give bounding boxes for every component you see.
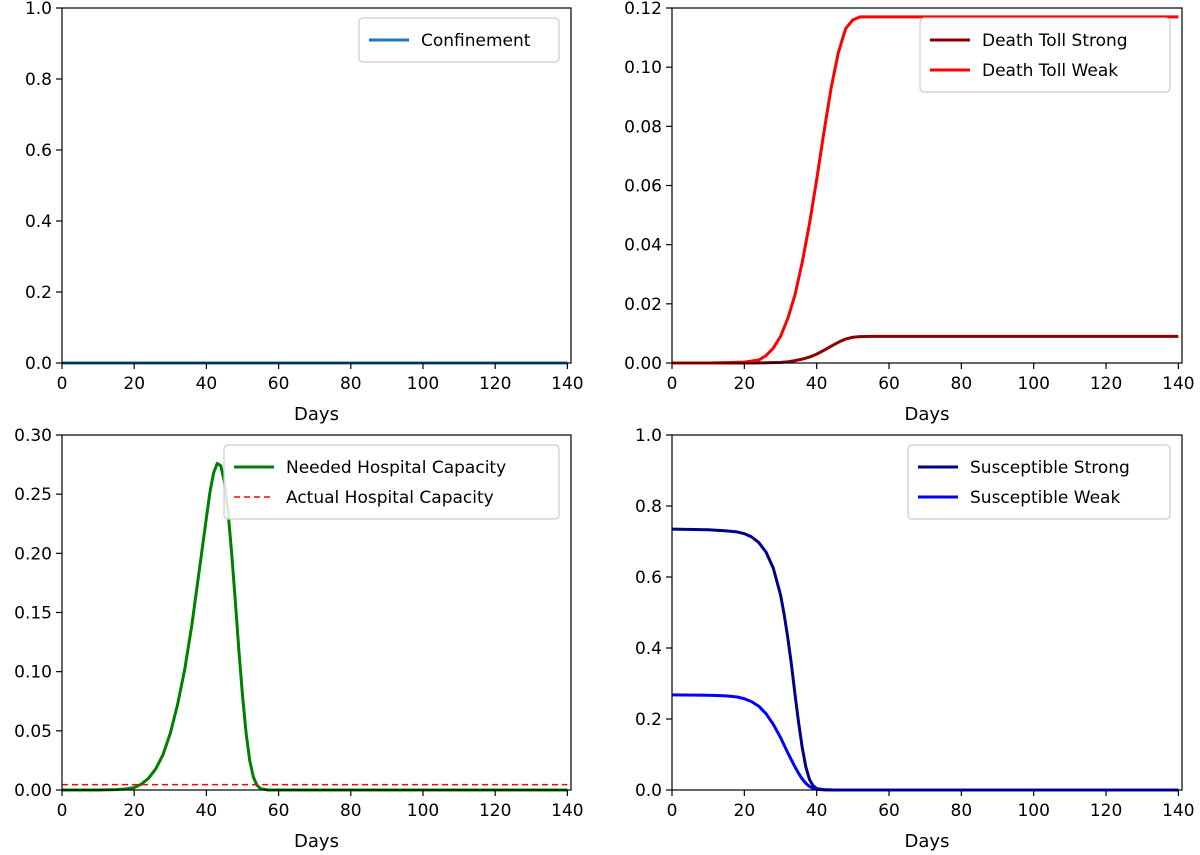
chart-panel-bottom-right: 0 20 40 60 80 100 120 140 0.0 0.2 0.4 0.6 0.8 1.0 Days… <box>635 426 1195 852</box>
x-axis-label: Days <box>294 404 339 425</box>
y-tick-label: 0.12 <box>624 0 662 19</box>
y-tick-label: 0.00 <box>14 781 52 801</box>
series-line-0 <box>672 527 1179 792</box>
x-tick-label: 120 <box>479 374 511 394</box>
x-tick-label: 60 <box>878 801 900 821</box>
x-tick-label: 60 <box>268 801 290 821</box>
y-tick-label: 0.10 <box>624 58 662 78</box>
y-tick-label: 1.0 <box>25 0 52 19</box>
chart-panel-top-right: 0 20 40 60 80 100 120 140 0.00 0.02 0.04 0.06 0.08 0.… <box>624 0 1194 425</box>
legend-label: Death Toll Strong <box>982 31 1128 51</box>
x-tick-label: 140 <box>1162 374 1194 394</box>
y-tick-label: 0.8 <box>25 70 52 90</box>
y-tick-label: 0.4 <box>635 639 662 659</box>
legend-box <box>907 444 1171 520</box>
y-tick-label: 0.4 <box>25 212 52 232</box>
x-tick-label: 40 <box>806 801 828 821</box>
legend-label: Confinement <box>421 31 531 51</box>
x-axis-label: Days <box>294 831 339 852</box>
y-tick-label: 0.08 <box>624 117 662 137</box>
y-tick-label: 0.0 <box>25 354 52 374</box>
x-axis-label: Days <box>905 404 950 425</box>
x-tick-label: 40 <box>196 801 218 821</box>
x-tick-label: 20 <box>734 801 756 821</box>
x-axis-label: Days <box>905 831 950 852</box>
series-group <box>62 461 568 792</box>
legend-label: Susceptible Weak <box>970 488 1120 508</box>
axes-frame <box>61 7 572 364</box>
y-tick-label: 0.05 <box>14 722 52 742</box>
x-tick-label: 100 <box>407 374 439 394</box>
x-tick-label: 0 <box>57 374 68 394</box>
legend-box <box>223 444 560 520</box>
x-tick-label: 120 <box>479 801 511 821</box>
x-tick-label: 100 <box>1017 801 1049 821</box>
y-tick-label: 0.15 <box>14 604 52 624</box>
y-tick-label: 0.2 <box>25 283 52 303</box>
chart-panel-top-left: 0 20 40 60 80 100 120 140 0.0 0.2 0.4 0.6 0.8 1.0 Days… <box>25 0 584 425</box>
series-line-0 <box>672 334 1179 365</box>
x-tick-label: 100 <box>407 801 439 821</box>
x-tick-label: 60 <box>878 374 900 394</box>
x-tick-label: 140 <box>551 374 583 394</box>
series-line-1 <box>672 693 1179 792</box>
x-tick-label: 20 <box>123 374 145 394</box>
x-tick-label: 20 <box>734 374 756 394</box>
legend-label: Death Toll Weak <box>982 61 1118 81</box>
y-tick-label: 0.10 <box>14 663 52 683</box>
y-tick-label: 0.2 <box>635 710 662 730</box>
x-tick-label: 40 <box>806 374 828 394</box>
legend-box <box>919 17 1171 93</box>
y-tick-label: 0.20 <box>14 544 52 564</box>
legend: Death Toll Strong Death Toll Weak <box>919 17 1171 93</box>
legend-label: Actual Hospital Capacity <box>286 488 494 508</box>
x-tick-label: 60 <box>268 374 290 394</box>
y-tick-label: 0.8 <box>635 497 662 517</box>
legend: Confinement <box>358 17 560 63</box>
legend-box <box>358 17 560 63</box>
x-tick-label: 80 <box>951 374 973 394</box>
x-tick-label: 140 <box>551 801 583 821</box>
axes-frame <box>671 434 1183 791</box>
y-tick-label: 0.06 <box>624 177 662 197</box>
chart-panel-bottom-left: 0 20 40 60 80 100 120 140 0.00 0.05 0.10 0.15 0.20 0.… <box>14 426 583 852</box>
y-tick-label: 0.6 <box>635 568 662 588</box>
y-tick-label: 0.00 <box>624 354 662 374</box>
y-tick-label: 0.6 <box>25 141 52 161</box>
series-line-0 <box>62 461 568 792</box>
x-tick-label: 0 <box>667 801 678 821</box>
x-tick-label: 120 <box>1090 374 1122 394</box>
x-tick-label: 40 <box>196 374 218 394</box>
legend: Susceptible Strong Susceptible Weak <box>907 444 1171 520</box>
x-tick-label: 20 <box>123 801 145 821</box>
legend: Needed Hospital Capacity Actual Hospital … <box>223 444 560 520</box>
x-tick-label: 120 <box>1090 801 1122 821</box>
y-tick-label: 0.0 <box>635 781 662 801</box>
x-tick-label: 100 <box>1017 374 1049 394</box>
series-group <box>672 527 1179 792</box>
x-tick-label: 140 <box>1162 801 1194 821</box>
x-tick-label: 80 <box>340 801 362 821</box>
x-tick-label: 80 <box>340 374 362 394</box>
legend-label: Susceptible Strong <box>970 458 1130 478</box>
y-tick-label: 0.30 <box>14 426 52 446</box>
y-tick-label: 1.0 <box>635 426 662 446</box>
legend-label: Needed Hospital Capacity <box>286 458 506 478</box>
series-line-1 <box>672 15 1179 365</box>
x-tick-label: 0 <box>667 374 678 394</box>
y-tick-label: 0.04 <box>624 236 662 256</box>
y-tick-label: 0.02 <box>624 295 662 315</box>
y-tick-label: 0.25 <box>14 485 52 505</box>
x-tick-label: 0 <box>57 801 68 821</box>
x-tick-label: 80 <box>951 801 973 821</box>
